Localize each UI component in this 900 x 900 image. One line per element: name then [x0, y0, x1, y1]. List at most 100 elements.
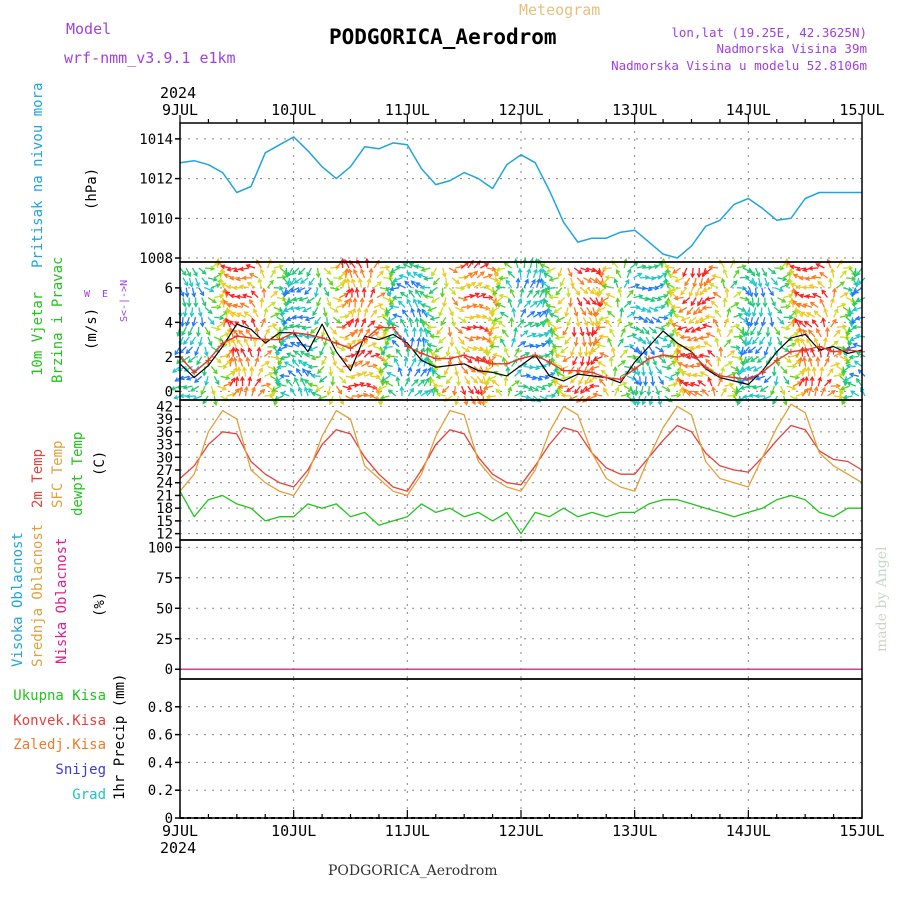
wind-arrow-head	[304, 378, 310, 384]
wind-arrow-head	[368, 371, 375, 377]
wind-arrow-head	[600, 271, 605, 277]
wind-arrow	[415, 265, 425, 269]
wind-arrow-head	[716, 327, 722, 333]
wind-arrow-head	[189, 340, 195, 346]
wind-arrow-head	[851, 291, 856, 298]
wind-arrow-head	[798, 275, 804, 281]
wind-arrow-head	[406, 271, 412, 277]
gust-marker	[603, 374, 610, 381]
wind-arrow	[304, 387, 309, 397]
wind-arrow-head	[347, 297, 353, 303]
wind-arrow-head	[550, 330, 556, 336]
wind-arrow-head	[226, 359, 232, 365]
wind-arrow-head	[802, 356, 807, 362]
wind-arrow-head	[289, 288, 295, 293]
wind-arrow	[390, 322, 400, 328]
wind-arrow	[292, 267, 300, 275]
wind-arrow-head	[398, 273, 404, 279]
wind-arrow	[454, 366, 458, 376]
wind-arrow-head	[587, 341, 593, 348]
wind-arrow	[609, 328, 616, 338]
wind-arrow	[317, 267, 320, 278]
gust-marker	[432, 355, 439, 362]
wind-arrow-head	[320, 332, 326, 338]
wind-arrow	[667, 360, 676, 368]
wind-arrow-head	[653, 307, 659, 312]
wind-arrow	[702, 306, 712, 309]
wind-arrow	[396, 283, 406, 289]
wind-arrow-head	[530, 310, 536, 316]
wind-arrow	[415, 318, 419, 328]
wind-arrow-head	[187, 331, 193, 337]
wind-arrow-head	[800, 337, 805, 343]
wind-arrow-head	[747, 348, 753, 354]
wind-arrow-head	[855, 298, 862, 303]
wind-arrow	[530, 385, 539, 392]
wind-arrow	[294, 277, 303, 284]
wind-arrow	[364, 350, 372, 358]
wind-arrow	[576, 297, 582, 306]
wind-arrow-head	[317, 369, 322, 375]
wind-arrow	[420, 368, 427, 377]
wind-arrow-head	[297, 359, 303, 365]
wind-arrow	[464, 375, 470, 385]
wind-arrow	[830, 340, 839, 348]
wind-arrow-head	[518, 391, 524, 396]
wind-arrow-head	[282, 343, 288, 349]
wind-arrow-head	[575, 290, 581, 296]
wind-arrow-head	[726, 339, 732, 345]
wind-arrow	[596, 306, 606, 312]
wind-arrow-head	[314, 292, 319, 298]
wind-arrow	[246, 357, 250, 367]
wind-arrow-head	[454, 371, 459, 377]
wind-arrow	[606, 293, 615, 299]
wind-arrow	[774, 306, 782, 314]
wind-arrow	[741, 365, 750, 372]
wind-arrow	[683, 388, 691, 397]
wind-arrow-head	[623, 349, 628, 354]
wind-arrow-head	[409, 336, 415, 342]
wind-arrow	[273, 287, 283, 289]
wind-arrow	[251, 318, 256, 328]
wind-arrow-head	[666, 343, 672, 349]
wind-arrow-head	[752, 367, 758, 372]
y-tick-label: 0	[165, 811, 173, 827]
wind-arrow-head	[737, 397, 743, 402]
wind-arrow	[764, 346, 769, 356]
wind-arrow	[395, 349, 403, 358]
wind-arrow-head	[235, 276, 241, 282]
wind-arrow-head	[539, 321, 545, 326]
wind-arrow-head	[186, 302, 192, 308]
wind-arrow-head	[769, 291, 774, 297]
wind-arrow-head	[236, 338, 241, 344]
wind-arrow-head	[631, 333, 638, 338]
wind-arrow	[539, 310, 547, 318]
wind-arrow-head	[813, 310, 819, 316]
wind-arrow	[283, 326, 293, 329]
wind-arrow	[210, 346, 220, 353]
wind-arrow-head	[421, 308, 427, 314]
wind-arrow	[287, 267, 294, 277]
wind-arrow	[407, 367, 412, 377]
wind-arrow	[809, 284, 819, 289]
wind-arrow	[473, 385, 480, 395]
wind-arrow-head	[536, 397, 542, 403]
wind-arrow-head	[724, 317, 729, 323]
wind-arrow	[546, 287, 556, 290]
wind-arrow-head	[746, 312, 752, 318]
wind-arrow-head	[351, 307, 357, 313]
wind-arrow	[730, 259, 735, 269]
wind-arrow-head	[849, 310, 854, 316]
wind-arrow-head	[306, 298, 312, 304]
wind-arrow-head	[696, 273, 702, 279]
wind-arrow	[580, 287, 588, 294]
wind-arrow-head	[495, 284, 501, 290]
station-title: PODGORICA_Aerodrom	[329, 25, 557, 49]
t2m-label: 2m Temp	[30, 449, 46, 508]
wind-arrow	[438, 336, 447, 344]
wind-arrow-head	[829, 297, 835, 303]
wind-arrow-head	[720, 366, 725, 372]
wind-arrow-head	[400, 318, 405, 324]
wind-arrow	[695, 287, 700, 297]
wind-arrow	[580, 267, 590, 272]
